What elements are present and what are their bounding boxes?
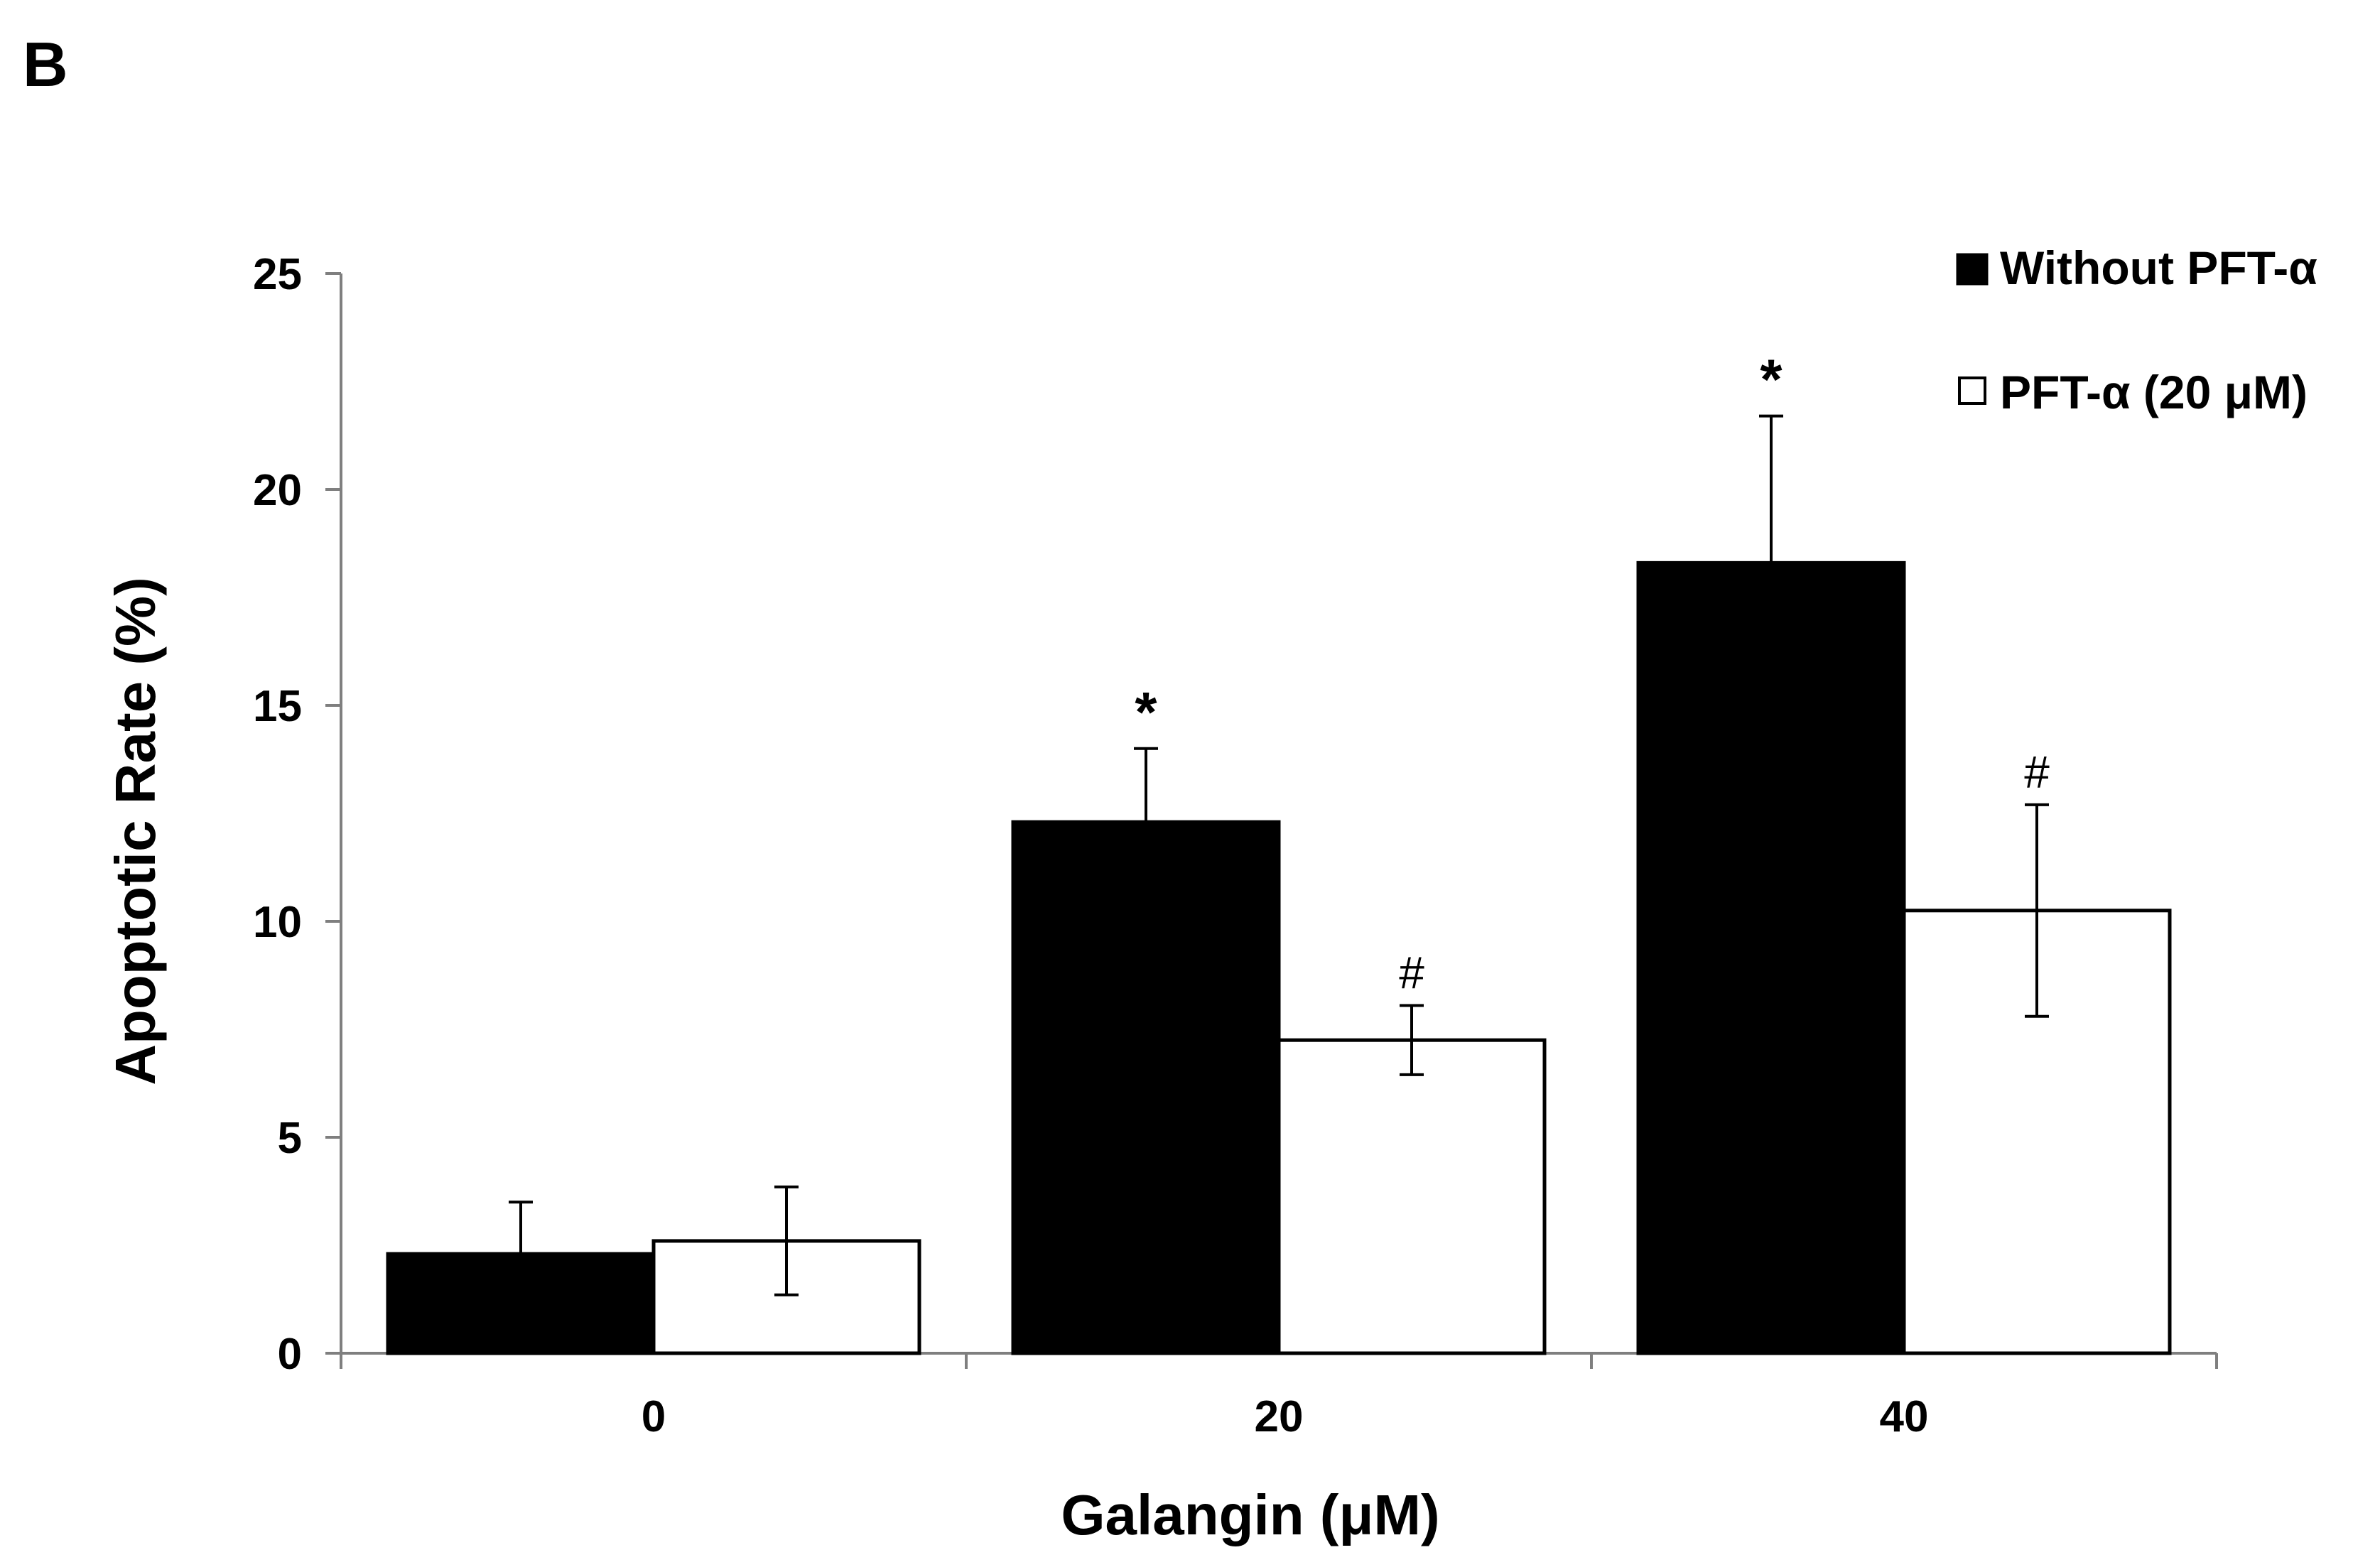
legend-swatch-without-pft [1956,253,1989,286]
x-tick-label: 40 [1880,1392,1929,1441]
y-tick-label: 5 [278,1114,302,1163]
y-tick-label: 25 [253,250,302,299]
bar [1277,1038,1547,1355]
legend-label-without-pft: Without PFT-α [2000,242,2317,294]
x-tick-label: 20 [1255,1392,1304,1441]
y-tick-label: 20 [253,466,302,515]
x-tick-label: 0 [642,1392,666,1441]
bar [1011,820,1281,1355]
x-axis-label: Galangin (μM) [1061,1483,1439,1546]
y-axis-label: Apoptotic Rate (%) [104,577,167,1085]
y-tick-label: 0 [278,1330,302,1379]
panel-label: B [23,29,68,99]
significance-marker: * [1760,348,1783,411]
significance-marker: * [1135,681,1157,744]
y-tick-label: 15 [253,682,302,731]
significance-marker: # [1399,948,1424,999]
significance-marker: # [2024,747,2050,798]
y-tick-label: 10 [253,898,302,947]
bars-layer [386,560,2172,1355]
legend-swatch-pft [1958,376,1986,405]
legend-label-pft: PFT-α (20 μM) [2000,366,2308,418]
annotations-layer: * # * # [1135,348,2050,999]
error-bars-layer [509,414,2049,1308]
legend: Without PFT-α PFT-α (20 μM) [1956,242,2317,418]
